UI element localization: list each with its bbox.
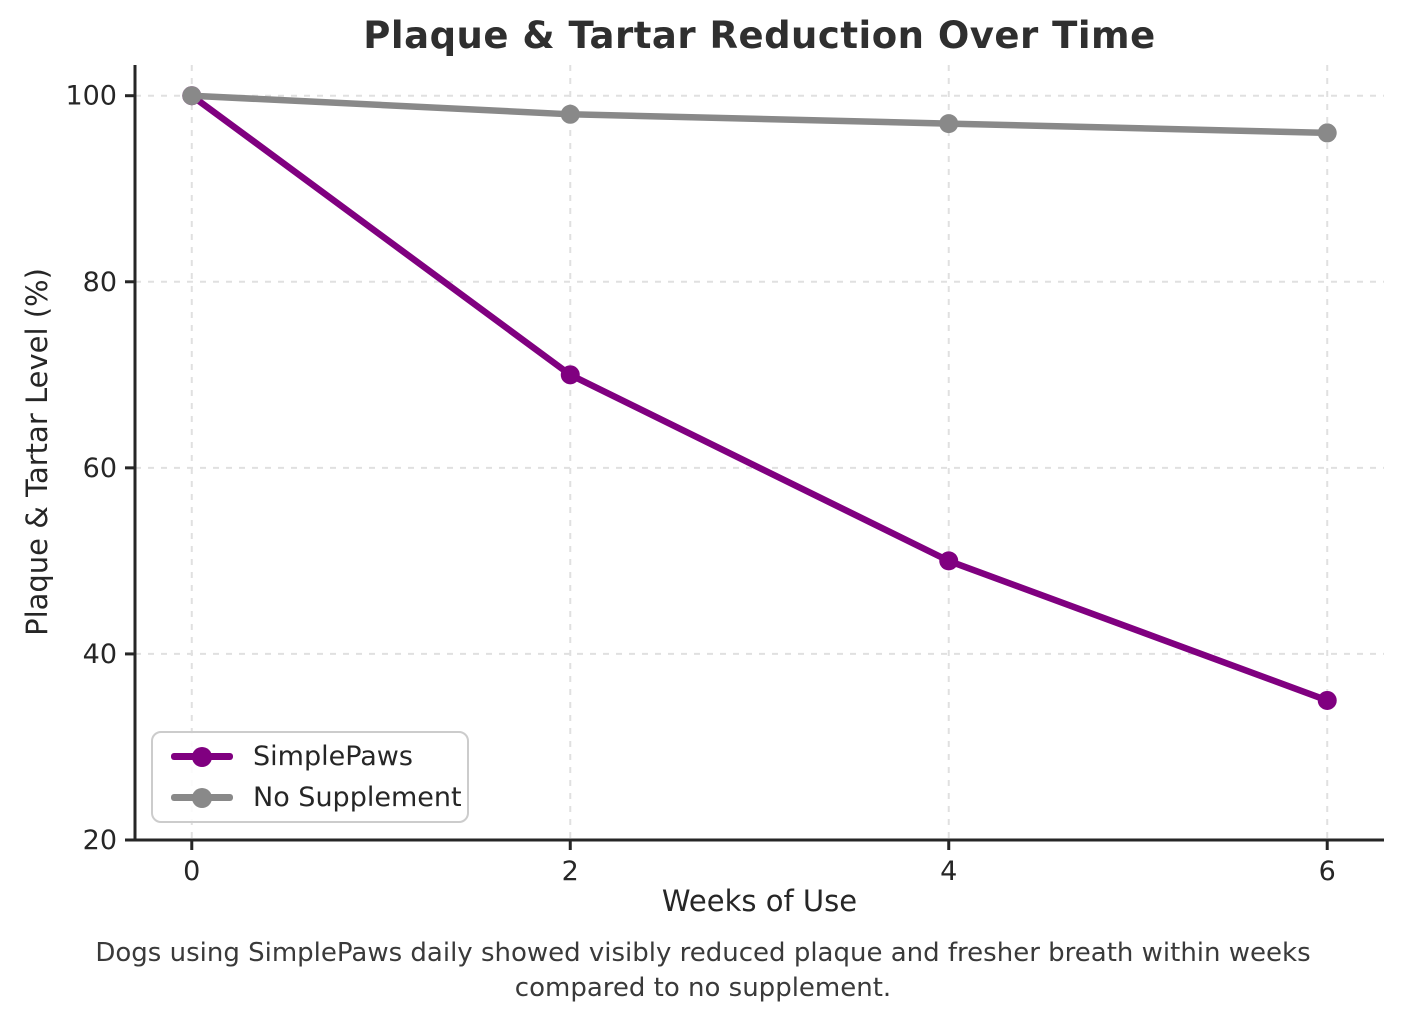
x-axis-label: Weeks of Use bbox=[661, 884, 858, 918]
chart-title: Plaque & Tartar Reduction Over Time bbox=[363, 14, 1156, 57]
legend-label-simplepaws: SimplePaws bbox=[253, 741, 413, 772]
series-line bbox=[188, 92, 1331, 704]
series-line bbox=[188, 92, 1331, 137]
x-tick-label: 0 bbox=[183, 856, 200, 887]
data-point bbox=[1317, 123, 1337, 143]
x-tick-label: 6 bbox=[1319, 856, 1336, 887]
y-tick-label: 40 bbox=[83, 639, 117, 670]
y-axis-label: Plaque & Tartar Level (%) bbox=[20, 268, 54, 636]
legend: SimplePaws No Supplement bbox=[151, 731, 469, 823]
x-tick-label: 4 bbox=[940, 856, 957, 887]
x-tick-label: 2 bbox=[562, 856, 579, 887]
legend-line-sample-simplepaws bbox=[171, 746, 233, 767]
y-tick-label: 100 bbox=[65, 81, 117, 112]
data-point bbox=[1317, 690, 1337, 710]
data-point bbox=[560, 104, 580, 124]
y-tick-label: 20 bbox=[83, 825, 117, 856]
legend-marker-simplepaws bbox=[192, 746, 212, 767]
legend-line-sample-no-supplement bbox=[171, 787, 233, 808]
legend-item-simplepaws: SimplePaws bbox=[171, 741, 449, 772]
y-tick-label: 60 bbox=[83, 453, 117, 484]
caption: Dogs using SimplePaws daily showed visib… bbox=[95, 938, 1311, 1004]
data-point bbox=[560, 365, 580, 385]
data-point bbox=[182, 86, 202, 106]
legend-item-no-supplement: No Supplement bbox=[171, 782, 462, 813]
legend-label-no-supplement: No Supplement bbox=[253, 782, 462, 813]
legend-marker-no-supplement bbox=[192, 787, 212, 808]
y-tick-label: 80 bbox=[83, 267, 117, 298]
data-point bbox=[939, 551, 959, 571]
data-point bbox=[939, 114, 959, 134]
